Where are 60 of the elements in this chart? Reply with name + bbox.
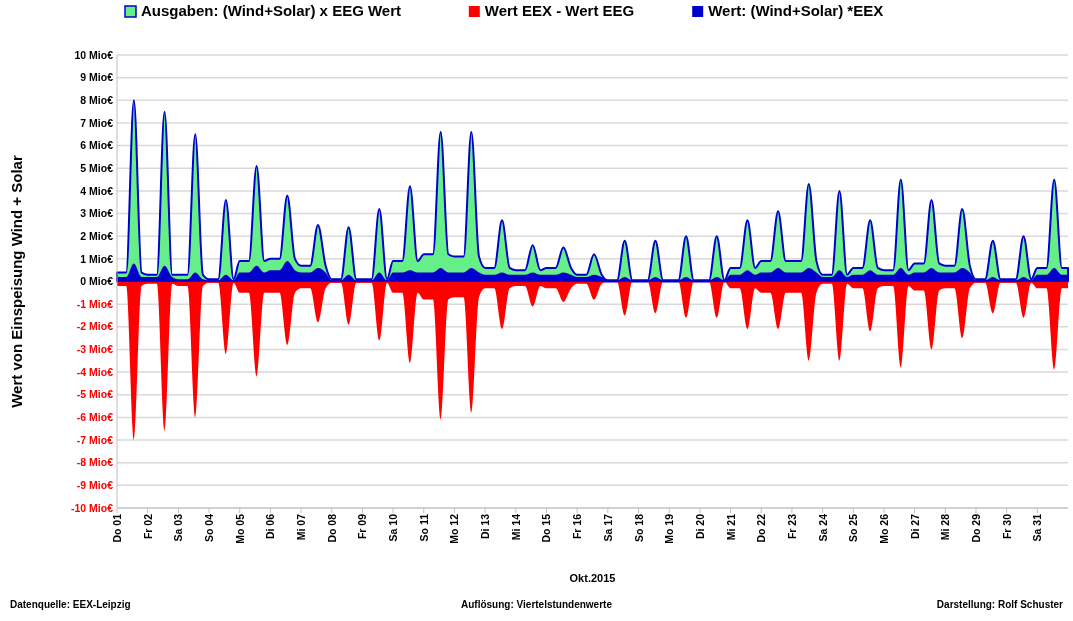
y-tick-label: 7 Mio€: [80, 116, 114, 129]
y-tick-label: 8 Mio€: [80, 93, 114, 106]
x-tick-label: Fr 23: [785, 513, 798, 540]
legend-label: Wert: (Wind+Solar) *EEX: [708, 2, 884, 19]
x-tick-label: Sa 03: [172, 513, 185, 542]
y-tick-label: -2 Mio€: [76, 320, 114, 333]
y-tick-label: 0 Mio€: [80, 275, 114, 288]
y-tick-label: 4 Mio€: [80, 184, 114, 197]
x-tick-label: So 25: [847, 513, 860, 543]
x-tick-label: Mi 21: [724, 513, 737, 541]
x-tick-label: Fr 16: [571, 513, 584, 540]
y-tick-label: -3 Mio€: [76, 343, 114, 356]
x-tick-label: Fr 02: [141, 513, 154, 540]
x-tick-label: Do 01: [111, 513, 123, 543]
x-tick-label: Mo 12: [448, 513, 461, 544]
x-tick-label: Mo 05: [233, 513, 246, 544]
y-tick-label: 3 Mio€: [80, 207, 114, 220]
x-tick-label: Sa 31: [1031, 513, 1044, 542]
y-tick-label: -7 Mio€: [76, 433, 114, 446]
legend-label: Wert EEX - Wert EEG: [484, 2, 635, 19]
x-tick-label: Mo 26: [877, 513, 890, 544]
text: Darstellung: Rolf Schuster: [936, 599, 1064, 610]
x-tick-label: Do 15: [540, 513, 553, 543]
x-tick-label: Mi 07: [295, 513, 308, 541]
y-tick-label: -5 Mio€: [76, 388, 114, 401]
x-tick-label: Sa 24: [816, 513, 829, 542]
x-tick-label: Fr 09: [356, 513, 369, 540]
x-tick-label: So 18: [632, 513, 645, 543]
y-tick-label: 10 Mio€: [74, 48, 114, 61]
x-tick-label: Sa 10: [387, 513, 400, 542]
y-tick-label: -9 Mio€: [76, 479, 114, 492]
x-tick-label: Do 08: [325, 513, 338, 543]
y-tick-label: -1 Mio€: [76, 297, 114, 310]
y-tick-label: -10 Mio€: [70, 501, 114, 514]
x-tick-label: Mi 28: [939, 513, 952, 541]
y-tick-label: -4 Mio€: [76, 365, 114, 378]
x-tick-label: Do 29: [969, 513, 982, 543]
text: Datenquelle: EEX-Leipzig: [10, 599, 131, 610]
x-tick-label: Mo 19: [663, 513, 676, 544]
y-tick-label: 1 Mio€: [80, 252, 114, 265]
y-tick-label: 6 Mio€: [80, 139, 114, 152]
y-tick-label: -6 Mio€: [76, 411, 114, 424]
x-tick-label: So 04: [203, 513, 216, 543]
text: Auflösung: Viertelstundenwerte: [461, 599, 613, 610]
x-tick-label: Fr 30: [1000, 513, 1013, 540]
x-tick-label: Mi 14: [509, 513, 522, 541]
x-tick-label: Do 22: [755, 513, 768, 543]
x-axis-title: Okt.2015: [569, 572, 616, 584]
y-tick-label: 2 Mio€: [80, 229, 114, 242]
x-tick-label: Sa 17: [601, 513, 614, 542]
x-tick-label: Di 06: [264, 513, 277, 540]
x-tick-label: Di 20: [693, 513, 706, 540]
x-tick-label: Di 13: [479, 513, 492, 540]
x-tick-label: So 11: [417, 513, 430, 542]
legend-label: Ausgaben: (Wind+Solar) x EEG Wert: [141, 2, 402, 19]
x-tick-label: Di 27: [908, 513, 921, 540]
y-axis-title: Wert von Einspeisung Wind + Solar: [8, 155, 25, 408]
y-tick-label: 5 Mio€: [80, 161, 114, 174]
y-tick-label: 9 Mio€: [80, 71, 114, 84]
y-tick-label: -8 Mio€: [76, 456, 114, 469]
